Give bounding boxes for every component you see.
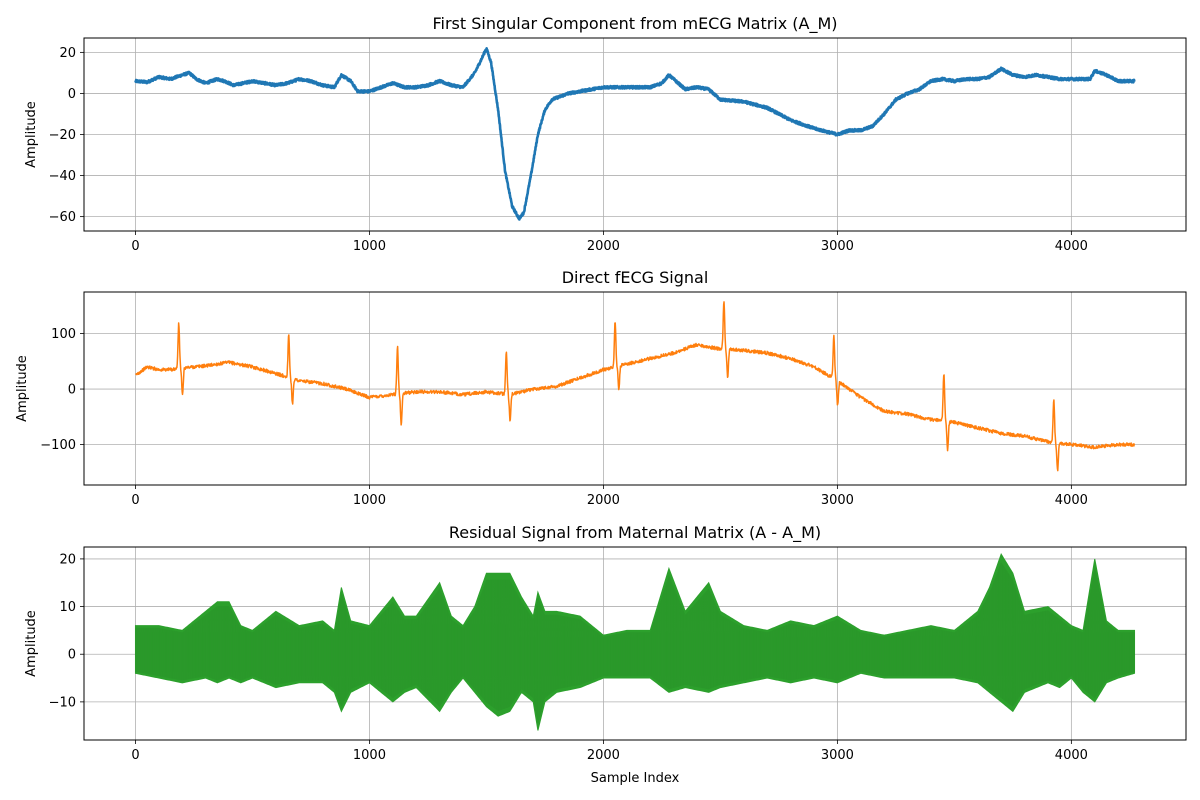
- x-tick-label: 2000: [587, 748, 620, 763]
- x-tick-label: 1000: [353, 493, 386, 508]
- x-tick-label: 1000: [353, 748, 386, 763]
- x-tick-label: 0: [131, 493, 139, 508]
- x-tick-label: 4000: [1055, 748, 1088, 763]
- x-tick-label: 4000: [1055, 493, 1088, 508]
- x-tick-label: 3000: [821, 239, 854, 254]
- y-axis-label: Amplitude: [24, 610, 39, 677]
- x-tick-label: 4000: [1055, 239, 1088, 254]
- x-tick-label: 3000: [821, 748, 854, 763]
- y-tick-label: 20: [59, 46, 76, 61]
- axes-frame: [83, 291, 1187, 486]
- x-tick-label: 0: [131, 748, 139, 763]
- x-tick-label: 2000: [587, 493, 620, 508]
- y-axis-label: Amplitude: [24, 101, 39, 168]
- y-tick-label: −100: [40, 438, 76, 453]
- y-tick-label: 0: [68, 383, 76, 398]
- x-axis-label: Sample Index: [591, 771, 680, 786]
- y-tick-label: −10: [49, 695, 76, 710]
- y-tick-label: 20: [59, 552, 76, 567]
- residual-oscillation: [135, 562, 1135, 724]
- y-tick-label: −20: [49, 128, 76, 143]
- series-line: [134, 47, 1136, 221]
- x-tick-label: 1000: [353, 239, 386, 254]
- y-tick-label: −60: [49, 210, 76, 225]
- x-tick-label: 2000: [587, 239, 620, 254]
- y-tick-label: 100: [51, 327, 76, 342]
- subplot-3: 0 1000 2000 3000 4000 20 10 0 −10 Residual Signal…: [24, 523, 1187, 786]
- x-tick-label: 0: [131, 239, 139, 254]
- plot-area: [134, 47, 1136, 221]
- x-tick-label: 3000: [821, 493, 854, 508]
- axes-frame: [83, 546, 1187, 741]
- chart-title: Direct fECG Signal: [562, 268, 709, 287]
- y-tick-label: −40: [49, 169, 76, 184]
- plot-area: [134, 552, 1136, 731]
- series-line: [135, 301, 1136, 472]
- chart-title: Residual Signal from Maternal Matrix (A …: [449, 523, 821, 543]
- y-tick-label: 10: [59, 600, 76, 615]
- y-axis-label: Amplitude: [15, 355, 30, 422]
- subplot-1: 0 1000 2000 3000 4000 20 0 −20 −40 −60 First Singu…: [24, 14, 1187, 254]
- chart-title: First Singular Component from mECG Matri…: [432, 14, 837, 34]
- y-tick-label: 0: [68, 648, 76, 663]
- plot-area: [135, 301, 1136, 472]
- y-tick-label: 0: [68, 87, 76, 102]
